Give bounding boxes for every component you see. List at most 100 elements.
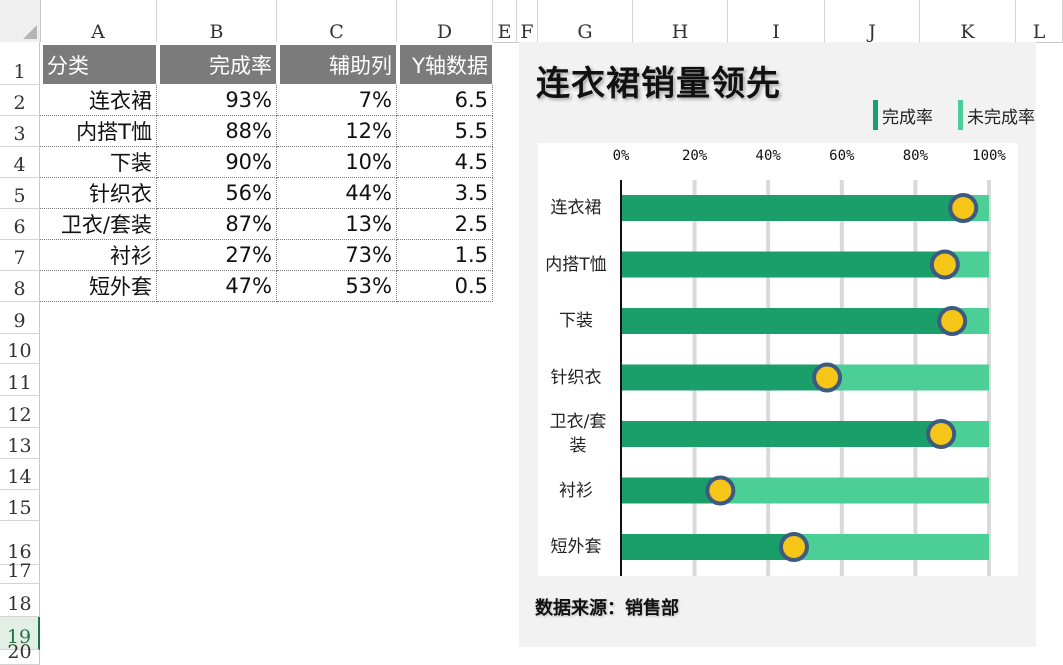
legend-label-completed: 完成率 <box>882 107 933 128</box>
row-header-8[interactable]: 8 <box>0 271 40 302</box>
table-cell[interactable]: 87% <box>157 209 277 240</box>
row-header-17[interactable]: 17 <box>0 560 40 584</box>
column-header-d[interactable]: D <box>397 0 493 43</box>
row-header-9[interactable]: 9 <box>0 302 40 334</box>
chart-title: 连衣裙销量领先 <box>536 64 781 104</box>
table-cell[interactable]: 7% <box>277 85 397 116</box>
completion-marker <box>705 475 736 506</box>
x-tick-label: 60% <box>829 148 855 164</box>
table-cell[interactable]: 2.5 <box>397 209 493 240</box>
column-header-f[interactable]: F <box>517 0 538 43</box>
table-cell[interactable]: 5.5 <box>397 116 493 147</box>
table-header-cell[interactable]: 完成率 <box>157 42 277 85</box>
row-header-1[interactable]: 1 <box>0 42 40 85</box>
table-cell[interactable]: 0.5 <box>397 271 493 302</box>
table-cell[interactable]: 73% <box>277 240 397 271</box>
row-header-13[interactable]: 13 <box>0 428 40 459</box>
table-cell[interactable]: 53% <box>277 271 397 302</box>
table-cell[interactable]: 衬衫 <box>40 240 157 271</box>
row-header-16[interactable]: 16 <box>0 521 40 565</box>
completion-marker <box>937 306 968 336</box>
column-header-g[interactable]: G <box>538 0 633 43</box>
table-cell[interactable]: 13% <box>277 209 397 240</box>
bar-uncompleted <box>793 534 989 560</box>
table-cell[interactable]: 连衣裙 <box>40 85 157 116</box>
table-cell[interactable]: 下装 <box>40 147 157 178</box>
y-category-label: 下装 <box>559 311 593 331</box>
table-cell[interactable]: 内搭T恤 <box>40 116 157 147</box>
table-cell[interactable]: 3.5 <box>397 178 493 209</box>
bar-completed <box>621 251 945 278</box>
table-cell[interactable]: 12% <box>277 116 397 147</box>
completion-marker <box>926 419 957 449</box>
completion-marker <box>778 532 809 562</box>
legend-swatch-uncompleted <box>958 100 963 130</box>
row-header-4[interactable]: 4 <box>0 147 40 178</box>
column-header-j[interactable]: J <box>825 0 920 43</box>
bar-uncompleted <box>720 477 989 504</box>
legend-item-uncompleted: 未完成率 <box>958 100 1035 130</box>
x-tick-label: 80% <box>902 148 929 164</box>
table-cell[interactable]: 10% <box>277 147 397 178</box>
row-header-12[interactable]: 12 <box>0 396 40 428</box>
column-header-k[interactable]: K <box>920 0 1016 43</box>
bar-completed <box>621 421 942 447</box>
table-cell[interactable]: 针织衣 <box>40 178 157 209</box>
y-category-label: 针织衣 <box>550 367 602 388</box>
bar-completed <box>621 195 964 221</box>
row-header-7[interactable]: 7 <box>0 240 40 271</box>
table-cell[interactable]: 卫衣/套装 <box>40 209 157 240</box>
table-cell[interactable]: 4.5 <box>397 147 493 178</box>
table-cell[interactable]: 1.5 <box>397 240 493 271</box>
row-header-19[interactable]: 19 <box>0 617 40 650</box>
column-header-c[interactable]: C <box>277 0 397 43</box>
table-cell[interactable]: 44% <box>277 178 397 209</box>
table-cell[interactable]: 56% <box>157 178 277 209</box>
completion-marker <box>812 362 843 393</box>
legend-item-completed: 完成率 <box>873 100 933 130</box>
data-source-note: 数据来源：销售部 <box>535 598 679 619</box>
bar-completed <box>621 534 794 560</box>
column-header-b[interactable]: B <box>157 0 277 43</box>
row-header-2[interactable]: 2 <box>0 85 40 116</box>
bar-completed <box>621 308 953 334</box>
x-tick-label: 20% <box>681 148 708 164</box>
table-header-cell[interactable]: 分类 <box>40 42 157 85</box>
y-category-label: 短外套 <box>550 537 602 557</box>
row-header-6[interactable]: 6 <box>0 209 40 240</box>
bar-uncompleted <box>827 364 989 391</box>
table-cell[interactable]: 27% <box>157 240 277 271</box>
y-category-label: 内搭T恤 <box>545 254 607 275</box>
x-tick-label: 100% <box>972 148 1006 164</box>
row-header-15[interactable]: 15 <box>0 490 40 521</box>
row-header-10[interactable]: 10 <box>0 334 40 364</box>
bar-completed <box>621 477 721 504</box>
legend-label-uncompleted: 未完成率 <box>967 107 1035 128</box>
completion-marker <box>929 249 960 280</box>
legend-swatch-completed <box>873 100 878 130</box>
column-header-i[interactable]: I <box>728 0 825 43</box>
table-header-cell[interactable]: Y轴数据 <box>397 42 493 85</box>
column-header-h[interactable]: H <box>633 0 728 43</box>
table-cell[interactable]: 93% <box>157 85 277 116</box>
y-category-label: 衬衫 <box>559 480 593 501</box>
x-tick-label: 0% <box>612 148 630 164</box>
completion-marker <box>948 193 979 223</box>
row-header-3[interactable]: 3 <box>0 116 40 147</box>
column-header-a[interactable]: A <box>40 0 157 43</box>
table-cell[interactable]: 88% <box>157 116 277 147</box>
row-header-18[interactable]: 18 <box>0 584 40 617</box>
table-cell[interactable]: 47% <box>157 271 277 302</box>
y-category-label: 连衣裙 <box>550 198 602 218</box>
table-cell[interactable]: 6.5 <box>397 85 493 116</box>
table-cell[interactable]: 90% <box>157 147 277 178</box>
table-cell[interactable]: 短外套 <box>40 271 157 302</box>
row-header-14[interactable]: 14 <box>0 459 40 490</box>
column-header-e[interactable]: E <box>493 0 517 43</box>
select-all-corner[interactable] <box>0 0 41 42</box>
row-header-11[interactable]: 11 <box>0 364 40 396</box>
row-header-5[interactable]: 5 <box>0 178 40 209</box>
table-header-cell[interactable]: 辅助列 <box>277 42 397 85</box>
bar-completed <box>621 364 828 391</box>
